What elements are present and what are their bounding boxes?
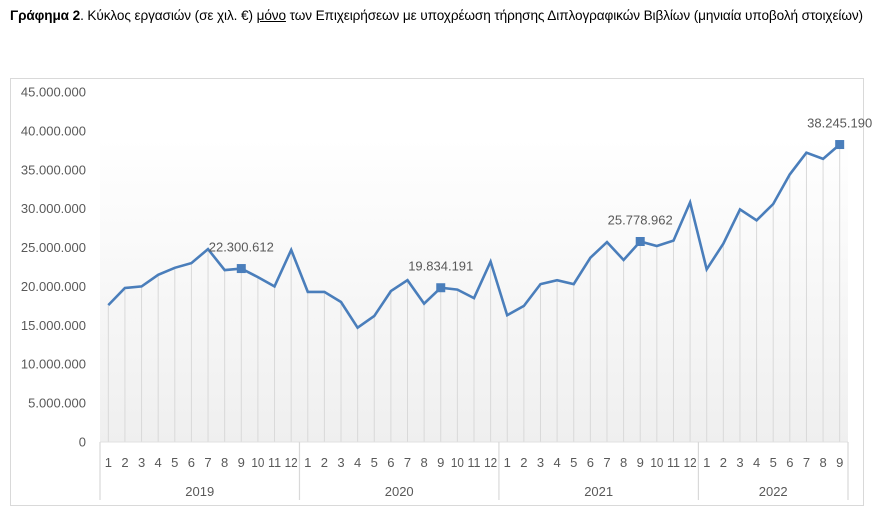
data-label: 22.300.612: [209, 240, 274, 255]
x-tick-month: 5: [371, 455, 378, 470]
y-tick-label: 10.000.000: [21, 357, 86, 372]
caption-text-1: . Κύκλος εργασιών (σε χιλ. €): [80, 8, 257, 23]
y-axis: 0 5.000.000 10.000.000 15.000.000 20.000.000…: [21, 85, 86, 450]
x-tick-month: 7: [803, 455, 810, 470]
x-tick-month: 12: [484, 455, 497, 470]
x-tick-month: 6: [587, 455, 594, 470]
x-tick-month: 8: [221, 455, 228, 470]
data-point-marker: [835, 140, 845, 150]
data-point-marker: [436, 283, 446, 293]
data-series: [107, 143, 841, 330]
y-tick-label: 5.000.000: [28, 396, 86, 411]
y-tick-label: 25.000.000: [21, 240, 86, 255]
x-tick-month: 10: [650, 455, 663, 470]
x-tick-month: 1: [504, 455, 511, 470]
x-tick-month: 9: [637, 455, 644, 470]
drop-lines: [107, 144, 841, 442]
y-tick-label: 40.000.000: [21, 123, 86, 138]
x-tick-month: 9: [238, 455, 245, 470]
x-tick-month: 10: [451, 455, 464, 470]
caption-figure-number: Γράφημα 2: [10, 8, 81, 23]
x-tick-month: 6: [387, 455, 394, 470]
x-tick-month: 8: [819, 455, 826, 470]
x-tick-month: 3: [736, 455, 743, 470]
x-tick-month: 9: [836, 455, 843, 470]
x-tick-month: 4: [155, 455, 162, 470]
data-label: 38.245.190: [807, 116, 872, 131]
x-tick-month: 5: [171, 455, 178, 470]
x-year-label: 2022: [759, 484, 788, 499]
series-line: [107, 143, 841, 330]
x-tick-month: 12: [684, 455, 697, 470]
chart-caption: Γράφημα 2. Κύκλος εργασιών (σε χιλ. €) μ…: [10, 6, 870, 26]
x-tick-month: 2: [520, 455, 527, 470]
y-tick-label: 15.000.000: [21, 318, 86, 333]
x-tick-month: 1: [105, 455, 112, 470]
x-year-label: 2019: [185, 484, 214, 499]
x-tick-month: 11: [468, 455, 481, 470]
y-tick-label: 30.000.000: [21, 201, 86, 216]
x-tick-month: 8: [421, 455, 428, 470]
x-tick-month: 6: [188, 455, 195, 470]
x-tick-month: 5: [570, 455, 577, 470]
x-tick-month: 2: [720, 455, 727, 470]
y-tick-label: 45.000.000: [21, 85, 86, 100]
x-tick-month: 4: [753, 455, 760, 470]
x-tick-month: 11: [667, 455, 680, 470]
data-point-marker: [635, 236, 645, 246]
x-tick-month: 9: [437, 455, 444, 470]
x-tick-month: 5: [770, 455, 777, 470]
x-tick-month: 10: [251, 455, 264, 470]
x-tick-month: 4: [553, 455, 560, 470]
x-tick-month: 6: [786, 455, 793, 470]
y-tick-label: 20.000.000: [21, 279, 86, 294]
x-tick-month: 3: [138, 455, 145, 470]
data-point-marker: [236, 264, 246, 274]
caption-underlined-word: μόνο: [256, 8, 286, 23]
y-tick-label: 0: [79, 435, 86, 450]
caption-text-2: των Επιχειρήσεων με υποχρέωση τήρησης Δι…: [285, 8, 863, 23]
data-labels: 22.300.612 19.834.191 25.778.962 38.245.190: [209, 116, 872, 293]
x-tick-month: 1: [703, 455, 710, 470]
x-tick-month: 11: [268, 455, 281, 470]
y-tick-label: 35.000.000: [21, 162, 86, 177]
x-tick-month: 1: [304, 455, 311, 470]
x-tick-month: 2: [121, 455, 128, 470]
x-tick-month: 7: [404, 455, 411, 470]
x-tick-month: 8: [620, 455, 627, 470]
data-label: 19.834.191: [408, 259, 473, 274]
x-tick-month: 4: [354, 455, 361, 470]
x-tick-month: 7: [204, 455, 211, 470]
data-label: 25.778.962: [608, 212, 673, 227]
x-year-label: 2021: [584, 484, 613, 499]
x-tick-month: 2: [321, 455, 328, 470]
x-tick-month: 12: [285, 455, 298, 470]
x-year-label: 2020: [385, 484, 414, 499]
x-tick-month: 3: [537, 455, 544, 470]
x-tick-month: 7: [603, 455, 610, 470]
x-tick-month: 3: [337, 455, 344, 470]
